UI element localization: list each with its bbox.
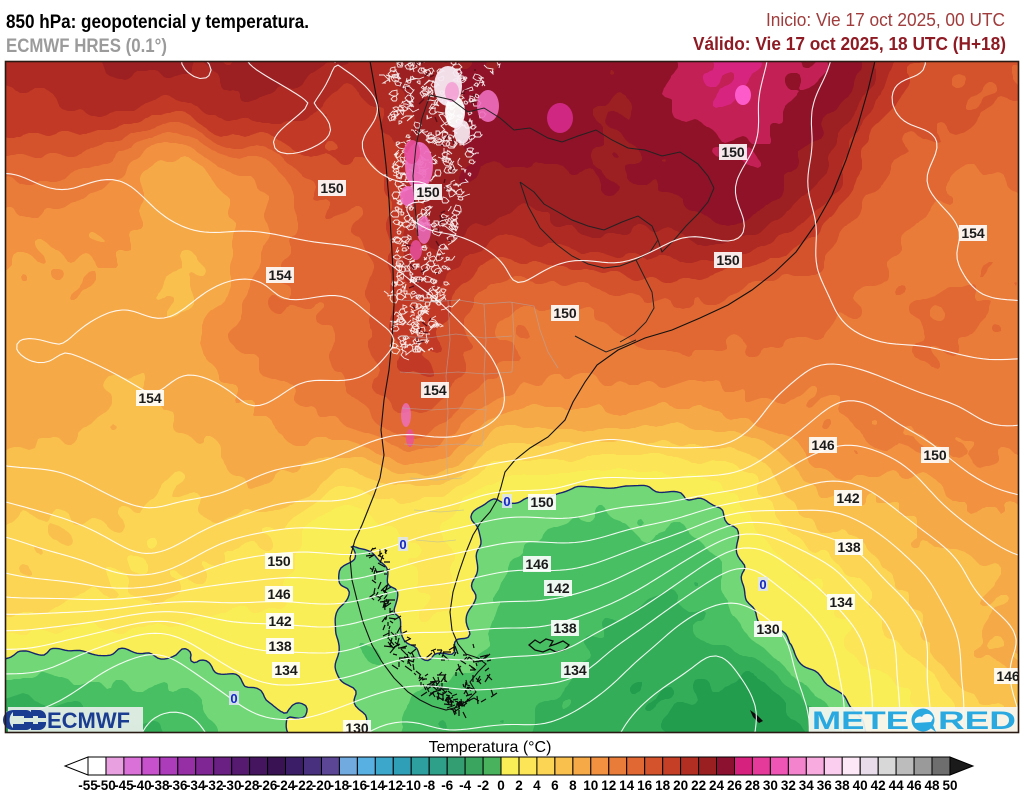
svg-text:150: 150 — [721, 144, 745, 160]
svg-text:146: 146 — [996, 668, 1020, 684]
svg-text:146: 146 — [267, 586, 291, 602]
svg-text:0: 0 — [759, 577, 766, 592]
svg-text:0: 0 — [230, 691, 237, 706]
svg-text:154: 154 — [961, 225, 985, 241]
svg-text:154: 154 — [268, 267, 292, 283]
svg-text:138: 138 — [553, 620, 577, 636]
svg-text:-16: -16 — [348, 778, 368, 793]
svg-text:14: 14 — [619, 778, 635, 793]
svg-text:28: 28 — [745, 778, 761, 793]
svg-text:150: 150 — [320, 180, 344, 196]
svg-text:42: 42 — [871, 778, 886, 793]
svg-text:-8: -8 — [423, 778, 435, 793]
svg-text:-2: -2 — [477, 778, 489, 793]
svg-text:134: 134 — [274, 662, 298, 678]
svg-text:-40: -40 — [132, 778, 152, 793]
svg-text:150: 150 — [923, 447, 947, 463]
svg-text:134: 134 — [563, 662, 587, 678]
svg-text:142: 142 — [836, 490, 860, 506]
svg-text:-28: -28 — [240, 778, 260, 793]
svg-text:50: 50 — [942, 778, 957, 793]
svg-text:0: 0 — [497, 778, 505, 793]
svg-text:154: 154 — [138, 390, 162, 406]
svg-text:4: 4 — [533, 778, 541, 793]
svg-text:-4: -4 — [459, 778, 471, 793]
svg-text:-30: -30 — [222, 778, 242, 793]
svg-text:26: 26 — [727, 778, 743, 793]
svg-text:32: 32 — [781, 778, 796, 793]
svg-text:-36: -36 — [168, 778, 188, 793]
svg-text:36: 36 — [817, 778, 833, 793]
svg-text:38: 38 — [835, 778, 851, 793]
svg-text:-18: -18 — [330, 778, 350, 793]
svg-text:-50: -50 — [96, 778, 116, 793]
svg-text:150: 150 — [530, 494, 554, 510]
svg-text:-10: -10 — [401, 778, 421, 793]
svg-text:150: 150 — [267, 553, 291, 569]
svg-text:Válido: Vie 17 oct 2025, 18 UT: Válido: Vie 17 oct 2025, 18 UTC (H+18) — [693, 33, 1006, 54]
svg-text:-45: -45 — [114, 778, 134, 793]
svg-text:0: 0 — [399, 537, 406, 552]
svg-text:46: 46 — [907, 778, 923, 793]
svg-text:ECMWF HRES (0.1°): ECMWF HRES (0.1°) — [6, 35, 167, 57]
svg-text:30: 30 — [763, 778, 778, 793]
svg-text:-32: -32 — [204, 778, 224, 793]
svg-text:146: 146 — [525, 556, 549, 572]
svg-text:-26: -26 — [258, 778, 278, 793]
svg-text:ECMWF: ECMWF — [47, 708, 130, 733]
svg-text:-14: -14 — [366, 778, 386, 793]
svg-text:40: 40 — [853, 778, 868, 793]
svg-text:142: 142 — [268, 613, 292, 629]
svg-text:-20: -20 — [312, 778, 332, 793]
svg-text:-38: -38 — [150, 778, 170, 793]
svg-text:-34: -34 — [186, 778, 206, 793]
svg-text:150: 150 — [716, 252, 740, 268]
svg-text:-6: -6 — [441, 778, 453, 793]
svg-text:34: 34 — [799, 778, 815, 793]
svg-text:138: 138 — [268, 638, 292, 654]
svg-text:44: 44 — [889, 778, 905, 793]
svg-text:-24: -24 — [276, 778, 296, 793]
svg-text:METE: METE — [812, 707, 909, 735]
svg-text:134: 134 — [829, 594, 853, 610]
svg-text:2: 2 — [515, 778, 523, 793]
svg-text:138: 138 — [837, 539, 861, 555]
svg-text:-12: -12 — [384, 778, 404, 793]
svg-text:130: 130 — [345, 720, 369, 736]
svg-text:150: 150 — [416, 184, 440, 200]
svg-text:24: 24 — [709, 778, 725, 793]
svg-text:10: 10 — [583, 778, 598, 793]
svg-text:20: 20 — [673, 778, 688, 793]
svg-text:-22: -22 — [294, 778, 314, 793]
svg-text:-55: -55 — [78, 778, 98, 793]
svg-text:0: 0 — [503, 494, 510, 509]
svg-text:154: 154 — [423, 382, 447, 398]
svg-text:18: 18 — [655, 778, 671, 793]
svg-text:146: 146 — [811, 437, 835, 453]
svg-text:RED: RED — [938, 707, 1016, 735]
svg-text:850 hPa: geopotencial y temper: 850 hPa: geopotencial y temperatura. — [6, 11, 309, 33]
svg-text:142: 142 — [546, 580, 570, 596]
svg-text:6: 6 — [551, 778, 559, 793]
svg-text:Inicio: Vie 17 oct 2025, 00 UT: Inicio: Vie 17 oct 2025, 00 UTC — [766, 9, 1005, 30]
svg-text:Temperatura (°C): Temperatura (°C) — [429, 739, 552, 756]
svg-text:12: 12 — [601, 778, 616, 793]
svg-text:48: 48 — [924, 778, 940, 793]
svg-text:16: 16 — [637, 778, 653, 793]
svg-text:150: 150 — [553, 305, 577, 321]
svg-text:8: 8 — [569, 778, 577, 793]
svg-text:22: 22 — [691, 778, 706, 793]
svg-text:130: 130 — [756, 621, 780, 637]
